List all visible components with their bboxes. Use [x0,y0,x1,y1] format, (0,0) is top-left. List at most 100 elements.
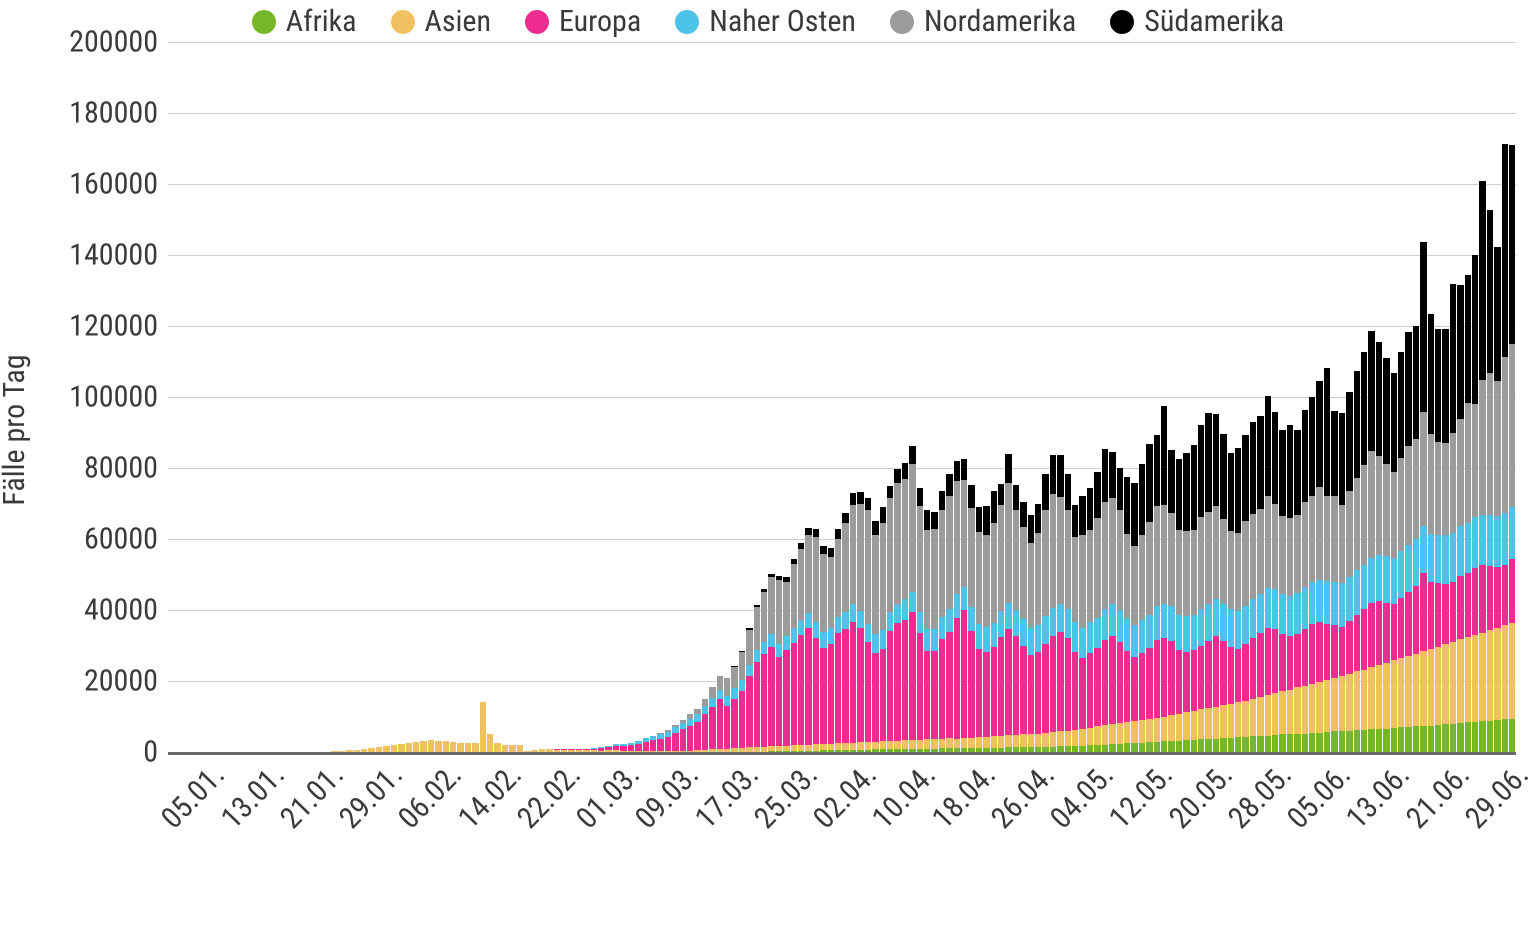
bar-segment [709,707,715,750]
bar-segment [1117,642,1123,724]
bar-segment [1124,619,1130,651]
bar-segment [828,628,834,644]
bar-segment [857,611,863,629]
bar-segment [872,521,878,535]
bar-segment [1272,735,1278,752]
bar-segment [1435,442,1441,534]
bar-segment [931,512,937,530]
bar-segment [1131,483,1137,547]
bar-segment [946,496,952,610]
bar-segment [1235,611,1241,649]
bar-segment [1146,648,1152,719]
bar-segment [1257,633,1263,697]
bar-segment [1205,512,1211,604]
bar-segment [1368,558,1374,603]
bar-segment [1405,332,1411,446]
bar-segment [1413,539,1419,587]
bar [1361,352,1367,752]
bar-segment [991,491,997,523]
bar [694,709,700,752]
bar-segment [976,532,982,624]
bar-segment [1213,506,1219,598]
bar-segment [1472,635,1478,722]
bar-segment [1124,722,1130,743]
bar [776,576,782,752]
bar-segment [1435,647,1441,725]
bar [1205,413,1211,752]
bar-segment [1479,721,1485,752]
bar-segment [1324,624,1330,681]
bar-segment [1028,655,1034,733]
bar-segment [850,622,856,743]
bar-segment [1154,435,1160,506]
bar-segment [687,719,693,726]
bar-segment [1420,573,1426,651]
bar-segment [1442,443,1448,535]
bar-segment [709,687,715,698]
bar-segment [1265,588,1271,628]
bar-segment [1472,404,1478,518]
bar-segment [502,745,508,752]
bar-segment [1191,740,1197,752]
bar-segment [1294,687,1300,733]
bar-segment [894,483,900,604]
bar [1457,285,1463,753]
bar-segment [954,481,960,595]
bar-segment [754,650,760,662]
bar-segment [1042,644,1048,733]
bar-segment [450,742,456,752]
bar [865,498,871,752]
bar [628,743,634,752]
bar-segment [828,557,834,628]
bar-segment [1324,680,1330,732]
bar-segment [768,647,774,746]
bar-segment [1094,648,1100,726]
bar-segment [1198,646,1204,710]
bar-segment [717,690,723,699]
bar [1398,352,1404,752]
bar [835,529,841,752]
bar-segment [1376,555,1382,600]
bar-segment [924,651,930,740]
bar [1139,464,1145,752]
bar-segment [968,738,974,748]
bar-segment [1324,581,1330,624]
bar-segment [828,548,834,557]
bar-segment [842,513,848,524]
bar-segment [1331,678,1337,731]
bar-segment [1324,732,1330,752]
bar-segment [1265,736,1271,752]
bar [1442,329,1448,752]
bar-segment [1228,704,1234,738]
bar-segment [1028,543,1034,628]
bar-segment [1005,629,1011,736]
bar-segment [798,620,804,635]
bar-segment [983,737,989,748]
bar-segment [1279,734,1285,752]
bar-segment [1102,640,1108,725]
bar-segment [1354,615,1360,672]
bar-segment [902,479,908,600]
bar-segment [1376,342,1382,456]
bar-segment [413,742,419,752]
bar-segment [1257,736,1263,752]
bar-segment [1465,403,1471,524]
bar-segment [1094,618,1100,649]
y-tick-label: 40000 [84,593,158,628]
bar-segment [1435,329,1441,443]
bar-segment [842,523,848,612]
bar-segment [1154,640,1160,718]
bar-segment [1205,708,1211,739]
bar-segment [880,507,886,523]
bar-segment [509,745,515,752]
bar [1146,444,1152,752]
bar-segment [1331,731,1337,752]
bar-segment [1487,515,1493,566]
bar [731,666,737,752]
bar-segment [1250,422,1256,514]
legend-swatch-icon [675,10,699,34]
bar-segment [1109,744,1115,752]
bar-segment [406,743,412,752]
bar-segment [857,504,863,611]
bar [1316,381,1322,752]
